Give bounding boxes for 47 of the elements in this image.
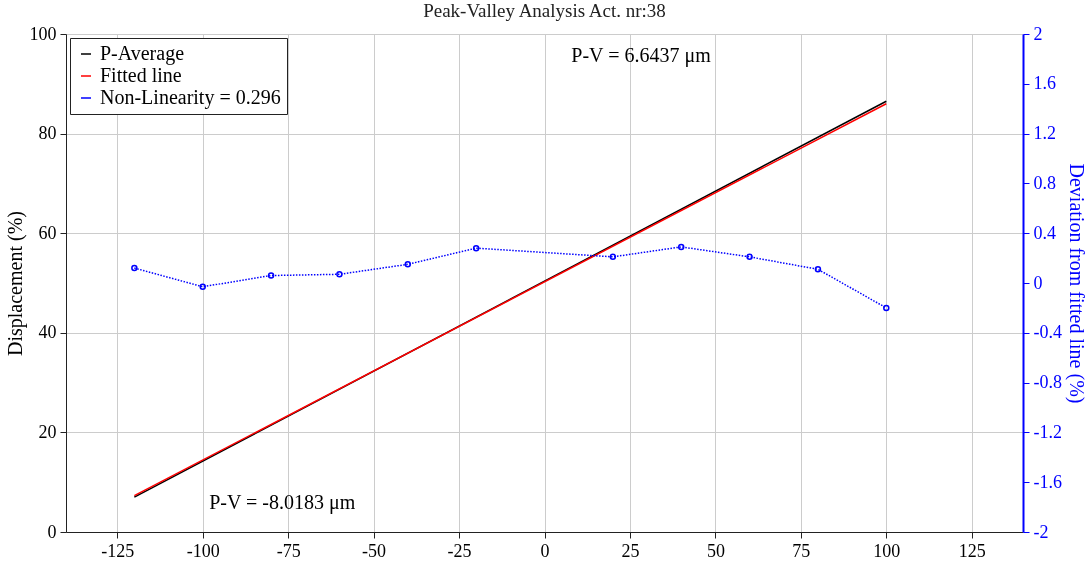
legend-label: Non-Linearity = 0.296: [100, 86, 281, 109]
y2-tick-label: -2: [1033, 521, 1049, 542]
x-tick-label: -100: [186, 540, 220, 561]
y-tick-label: 20: [38, 421, 57, 442]
y2-axis-title: Deviation from fitted line (%): [1064, 163, 1088, 404]
x-tick-label: -125: [101, 540, 135, 561]
x-tick-label: 0: [540, 540, 550, 561]
point: [746, 253, 753, 261]
x-tick-label: 25: [621, 540, 640, 561]
y2-tick-label: -0.4: [1033, 322, 1062, 343]
y2-tick-label: 0: [1033, 272, 1043, 293]
y2-tick-label: 2: [1033, 23, 1043, 44]
x-tick-label: 75: [792, 540, 811, 561]
x-tick-label: 50: [706, 540, 725, 561]
point: [677, 243, 685, 251]
point: [336, 271, 343, 278]
y-tick-label: 40: [38, 322, 57, 343]
point: [472, 244, 480, 252]
point: [883, 304, 890, 312]
legend-label: Fitted line: [100, 64, 182, 86]
y-axis-title: Displacement (%): [3, 211, 27, 356]
annotation: P-V = 6.6437 μm: [571, 44, 712, 67]
point: [199, 283, 206, 290]
x-tick-label: -50: [362, 540, 387, 561]
x-tick-label: 125: [958, 540, 986, 561]
y-tick-label: 100: [29, 23, 57, 44]
legend-label: P-Average: [100, 42, 185, 65]
y-tick-label: 60: [38, 222, 57, 243]
y-tick-label: 0: [47, 521, 57, 542]
annotation: P-V = -8.0183 μm: [209, 491, 356, 514]
point: [609, 253, 617, 261]
y2-tick-label: 0.4: [1033, 222, 1056, 243]
point: [814, 266, 822, 273]
y-tick-label: 80: [38, 123, 57, 144]
point: [404, 261, 412, 268]
point: [267, 272, 275, 279]
y2-tick-label: 0.8: [1033, 172, 1056, 193]
y2-tick-label: -1.2: [1033, 421, 1062, 442]
y2-tick-label: 1.2: [1033, 123, 1056, 144]
x-tick-label: 100: [873, 540, 901, 561]
y2-tick-label: -0.8: [1033, 372, 1062, 393]
y2-tick-label: 1.6: [1033, 73, 1056, 94]
point: [131, 264, 138, 272]
y2-tick-label: -1.6: [1033, 471, 1062, 492]
chart-title: Peak-Valley Analysis Act. nr:38: [423, 0, 666, 21]
x-tick-label: -75: [276, 540, 301, 561]
x-tick-label: -25: [447, 540, 472, 561]
